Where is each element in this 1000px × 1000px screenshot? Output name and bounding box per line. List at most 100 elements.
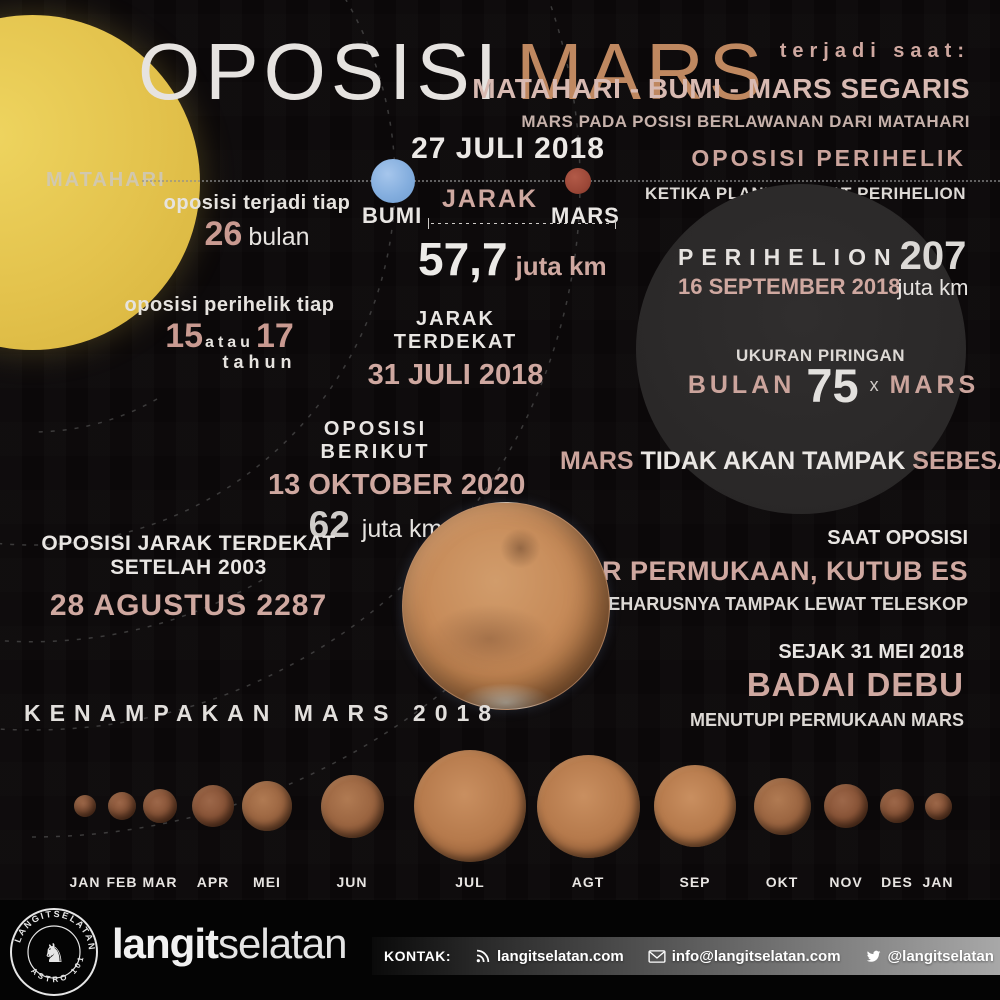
perihelic-interval-fact: oposisi perihelik tiap 15 atau17 tahun <box>112 294 347 373</box>
distance-unit: juta km <box>515 251 607 282</box>
perihelion-block: PERIHELION 16 SEPTEMBER 2018 <box>678 244 901 300</box>
month-label: APR <box>196 874 230 890</box>
month-label: OKT <box>765 874 799 890</box>
title-oposisi: OPOSISI <box>138 27 502 116</box>
contact-rss[interactable]: langitselatan.com <box>475 948 624 965</box>
note-post: SEBESAR BULAN <box>912 447 1000 475</box>
month-label: SEP <box>679 874 711 890</box>
record-opposition-block: OPOSISI JARAK TERDEKAT SETELAH 2003 28 A… <box>36 532 341 623</box>
orbit-arc-inner <box>31 398 158 433</box>
month-label: MAR <box>142 874 178 890</box>
contact-bar: KONTAK: langitselatan.com info@langitsela… <box>372 937 1000 975</box>
brand-light: selatan <box>218 920 347 967</box>
observation-line2: FITUR PERMUKAAN, KUTUB ES <box>540 556 968 586</box>
times-label: x <box>869 375 879 395</box>
mars-disc-nov <box>824 784 868 828</box>
title-mars: MARS <box>515 27 768 116</box>
next-label: OPOSISI BERIKUT <box>320 418 431 463</box>
earth-label: BUMI <box>362 203 423 228</box>
moon-label: BULAN <box>687 371 796 399</box>
interval-prefix: oposisi terjadi tiap <box>163 192 351 214</box>
perihelion-label: PERIHELION <box>678 244 899 270</box>
mars-disc-jan <box>924 792 952 820</box>
perihelion-circle <box>636 184 966 514</box>
month-label: JUN <box>336 874 368 890</box>
contact-text: langitselatan.com <box>497 947 624 965</box>
measure-dashes <box>431 223 613 224</box>
mars-disc-mar <box>143 789 177 823</box>
contact-label: KONTAK: <box>384 948 452 964</box>
brand-bold: langit <box>112 920 219 967</box>
mars-disc-sep <box>654 765 736 847</box>
note-pre: MARS <box>560 447 641 475</box>
perihelic-conj: atau <box>205 334 254 351</box>
occurs-line2: MARS PADA POSISI BERLAWANAN DARI MATAHAR… <box>521 112 970 131</box>
closest-date: 31 JULI 2018 <box>367 359 544 391</box>
occurs-when-block: terjadi saat: MATAHARI - BUMI - MARS SEG… <box>472 40 970 132</box>
distance-label: JARAK <box>441 185 539 213</box>
moon-mars-ratio-row: BULAN 75 x MARS <box>688 359 984 412</box>
observation-line1: SAAT OPOSISI <box>827 527 968 549</box>
mars-moon-note: MARS TIDAK AKAN TAMPAK SEBESAR BULAN <box>560 447 1000 476</box>
mars-disc-jul <box>414 750 526 862</box>
mars-disc-jun <box>320 774 384 838</box>
interval-value: 26 <box>204 215 243 253</box>
earth-dot <box>371 159 415 203</box>
contact-mail[interactable]: info@langitselatan.com <box>648 948 841 965</box>
mars-photo <box>402 502 610 710</box>
month-label: JUL <box>455 874 485 890</box>
rss-icon <box>475 948 491 964</box>
logo-inner-ring <box>27 925 81 979</box>
observation-block: SAAT OPOSISI FITUR PERMUKAAN, KUTUB ES S… <box>540 527 968 615</box>
mars-dot <box>565 168 591 194</box>
perihelion-distance-value: 207 <box>899 234 967 278</box>
month-label: AGT <box>571 874 605 890</box>
mars-disc-apr <box>192 785 234 827</box>
month-label: JAN <box>922 874 954 890</box>
distance-measure-line <box>428 218 616 229</box>
storm-line1: SEJAK 31 MEI 2018 <box>778 641 964 663</box>
mars-disc-okt <box>753 777 811 835</box>
closest-label: JARAK TERDEKAT <box>393 308 518 353</box>
record-label: OPOSISI JARAK TERDEKAT SETELAH 2003 <box>41 532 336 579</box>
perihelic-value1: 15 <box>165 317 204 355</box>
mars-disc-jan <box>74 795 96 817</box>
twitter-icon <box>865 949 882 964</box>
footer: LANGITSELATAN ASTRO 101 ♞ langitselatan … <box>0 900 1000 1000</box>
opposition-date: 27 JULI 2018 <box>411 132 605 165</box>
mars-disc-agt <box>536 754 640 858</box>
perihelion-distance-block: 207 juta km <box>893 236 973 300</box>
next-value: 62 <box>308 504 350 545</box>
perihelion-distance-unit: juta km <box>897 275 969 300</box>
storm-line2: BADAI DEBU <box>746 666 964 703</box>
mail-icon <box>648 949 666 964</box>
occurs-line1: MATAHARI - BUMI - MARS SEGARIS <box>472 73 970 104</box>
perihelic-prefix: oposisi perihelik tiap <box>124 294 335 316</box>
record-date: 28 AGUSTUS 2287 <box>49 589 328 622</box>
mars-ratio-label: MARS <box>889 371 980 399</box>
next-date: 13 OKTOBER 2020 <box>268 469 526 501</box>
month-label: DES <box>881 874 913 890</box>
distance-value-block: 57,7 juta km <box>418 236 607 282</box>
month-label: MEI <box>253 874 281 890</box>
appearance-heading: KENAMPAKAN MARS 2018 <box>24 700 501 726</box>
month-label: FEB <box>106 874 138 890</box>
contact-twitter[interactable]: @langitselatan <box>865 948 994 965</box>
mars-disc-mei <box>242 781 292 831</box>
perihelic-value2: 17 <box>255 317 294 355</box>
disc-size-label: UKURAN PIRINGAN <box>736 346 905 365</box>
distance-value: 57,7 <box>418 233 508 285</box>
ratio-value: 75 <box>806 359 859 412</box>
observation-line3: SEHARUSNYA TAMPAK LEWAT TELESKOP <box>596 594 968 614</box>
month-label: NOV <box>829 874 863 890</box>
logo-outer-ring <box>10 908 98 996</box>
contact-text: info@langitselatan.com <box>671 947 841 965</box>
contact-items: langitselatan.com info@langitselatan.com @… <box>475 948 1000 965</box>
mars-disc-feb <box>108 792 136 820</box>
brand-wordmark: langitselatan <box>112 920 347 968</box>
langitselatan-logo: LANGITSELATAN ASTRO 101 ♞ <box>10 908 98 996</box>
page-title: OPOSISI MARS <box>138 26 767 118</box>
next-opposition-block: OPOSISI BERIKUT 13 OKTOBER 2020 62 juta k… <box>268 418 526 545</box>
rider-icon: ♞ <box>42 938 65 968</box>
